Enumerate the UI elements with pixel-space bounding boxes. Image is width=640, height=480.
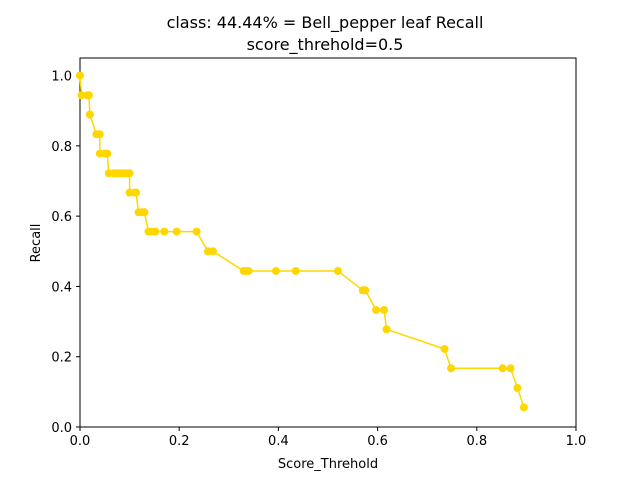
x-axis-label: Score_Threhold [278, 457, 378, 472]
y-axis-label: Recall [29, 224, 44, 263]
data-point [132, 188, 141, 197]
data-point [498, 364, 507, 373]
data-point [95, 130, 104, 139]
data-point [172, 227, 181, 236]
data-point [140, 208, 149, 217]
x-tick-label: 0.4 [268, 434, 289, 449]
data-point [440, 344, 449, 353]
recall-line [79, 75, 525, 408]
y-tick-label: 0.2 [51, 351, 72, 366]
plot-frame [79, 57, 577, 428]
data-point [244, 266, 253, 275]
recall-series [76, 71, 528, 412]
data-point [125, 169, 134, 178]
data-point [103, 149, 112, 158]
x-tick-label: 0.8 [466, 434, 487, 449]
data-point [361, 286, 370, 295]
chart-subtitle: score_threhold=0.5 [247, 35, 404, 55]
x-axis: 0.0 0.2 0.4 0.6 0.8 1.0 [70, 427, 587, 449]
data-point [513, 383, 522, 392]
data-point [271, 266, 280, 275]
data-point [447, 364, 456, 373]
data-point [85, 110, 94, 119]
y-tick-label: 0.8 [51, 140, 72, 155]
y-tick-label: 0.4 [51, 280, 72, 295]
data-point [519, 403, 528, 412]
data-point [372, 305, 381, 314]
data-point [333, 266, 342, 275]
y-axis: 0.0 0.2 0.4 0.6 0.8 1.0 [51, 70, 80, 436]
y-tick-label: 0.6 [51, 210, 72, 225]
data-point [76, 71, 84, 80]
x-tick-label: 0.6 [367, 434, 388, 449]
data-point [208, 247, 217, 256]
data-point [192, 227, 201, 236]
x-tick-label: 1.0 [566, 434, 587, 449]
data-point [160, 227, 169, 236]
data-point [291, 266, 300, 275]
y-tick-label: 0.0 [51, 421, 72, 436]
data-point [77, 91, 86, 100]
data-point [380, 305, 389, 314]
y-tick-label: 1.0 [51, 70, 72, 85]
x-tick-label: 0.2 [169, 434, 190, 449]
x-tick-label: 0.0 [70, 434, 91, 449]
data-point [506, 364, 515, 373]
chart-title: class: 44.44% = Bell_pepper leaf Recall [167, 13, 484, 33]
data-point [382, 325, 391, 334]
data-point [84, 91, 93, 100]
data-point [151, 227, 160, 236]
